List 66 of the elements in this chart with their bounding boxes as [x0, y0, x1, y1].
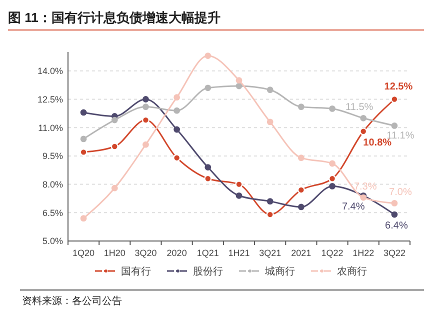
- point: [329, 182, 336, 190]
- x-tick-label: 2021: [291, 248, 312, 258]
- data-label: 7.3%: [354, 182, 377, 193]
- point: [328, 174, 336, 182]
- point: [298, 104, 304, 110]
- point: [142, 96, 149, 102]
- point: [329, 160, 336, 167]
- x-tick-label: 1Q21: [196, 248, 219, 258]
- y-tick-label: 5.0%: [42, 236, 63, 246]
- legend-label: 农商行: [337, 266, 367, 278]
- legend-label: 股份行: [193, 266, 223, 278]
- point: [297, 186, 305, 194]
- point: [391, 200, 398, 206]
- data-label: 6.4%: [385, 220, 408, 232]
- point: [111, 184, 118, 192]
- y-tick-label: 8.0%: [42, 179, 63, 190]
- data-label: 7.4%: [342, 202, 365, 213]
- point: [360, 128, 368, 136]
- legend-label: 城商行: [264, 266, 295, 278]
- y-tick-label: 11.0%: [38, 122, 63, 133]
- point: [391, 122, 398, 129]
- y-tick-label: 6.5%: [42, 208, 63, 218]
- legend-label: 国有行: [121, 266, 151, 278]
- chart-title: 图 11：国有行计息负债增速大幅提升: [8, 10, 220, 25]
- point: [80, 109, 87, 116]
- point: [174, 94, 180, 101]
- point: [111, 116, 118, 124]
- point: [266, 86, 274, 93]
- point: [360, 114, 367, 122]
- point: [329, 106, 336, 112]
- x-tick-label: 1H22: [352, 248, 374, 258]
- point: [266, 118, 274, 126]
- point: [298, 154, 304, 162]
- point: [298, 204, 304, 210]
- point: [80, 215, 87, 222]
- point: [142, 104, 149, 110]
- data-label: 10.8%: [363, 137, 392, 148]
- point: [204, 52, 212, 59]
- point: [142, 141, 149, 148]
- point: [266, 198, 274, 205]
- y-tick-label: 9.5%: [42, 151, 63, 162]
- x-tick-label: 2020: [166, 248, 187, 258]
- x-tick-label: 1H21: [228, 248, 250, 258]
- point: [174, 107, 180, 114]
- point: [80, 136, 87, 142]
- x-tick-label: 1Q22: [321, 248, 344, 258]
- point: [174, 126, 180, 133]
- y-tick-label: 14.0%: [37, 66, 63, 76]
- x-tick-label: 1H20: [104, 248, 126, 258]
- point: [236, 192, 242, 199]
- point: [236, 82, 242, 90]
- point: [236, 77, 242, 84]
- point: [173, 154, 181, 162]
- point: [204, 84, 212, 92]
- data-label: 12.5%: [384, 81, 413, 92]
- x-tick-label: 3Q21: [259, 248, 282, 258]
- x-tick-label: 3Q20: [134, 248, 157, 258]
- y-tick-label: 12.5%: [37, 94, 63, 104]
- point: [391, 211, 398, 218]
- data-label: 11.5%: [346, 102, 374, 114]
- point: [110, 142, 118, 150]
- text: 资料来源：各公司公告: [22, 295, 122, 307]
- x-tick-label: 1Q20: [72, 248, 95, 258]
- x-tick-label: 3Q22: [383, 248, 406, 258]
- data-label: 7.0%: [389, 187, 412, 198]
- point: [204, 164, 212, 170]
